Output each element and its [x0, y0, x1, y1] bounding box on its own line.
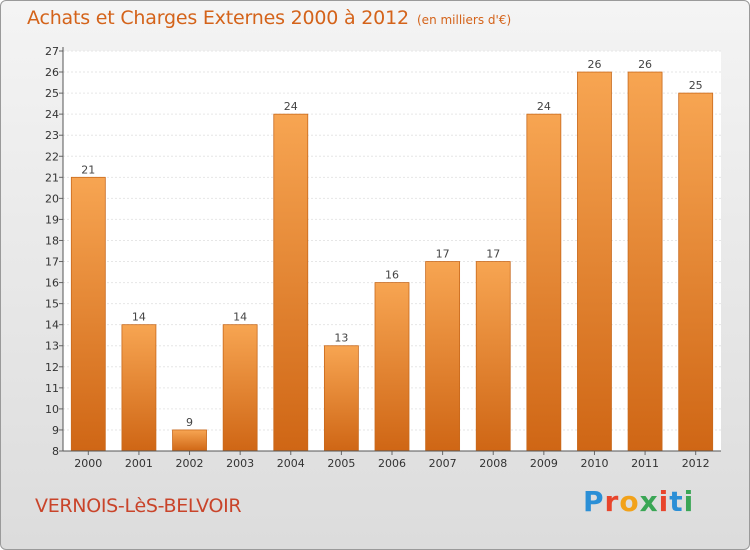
y-tick-label: 13: [45, 340, 59, 353]
data-label-2004: 24: [284, 100, 298, 113]
data-label-2000: 21: [81, 163, 95, 176]
x-tick-label-2008: 2008: [479, 457, 507, 470]
y-tick-label: 20: [45, 192, 59, 205]
bar-2011: [627, 71, 663, 452]
y-tick-label: 12: [45, 361, 59, 374]
bar-2001: [121, 324, 157, 452]
x-tick-label-2002: 2002: [176, 457, 204, 470]
x-tick-label-2006: 2006: [378, 457, 406, 470]
y-tick-label: 19: [45, 213, 59, 226]
y-tick-label: 11: [45, 382, 59, 395]
bar-2003: [222, 324, 258, 452]
y-tick-label: 24: [45, 108, 59, 121]
data-label-2010: 26: [587, 58, 601, 71]
bar-2012: [678, 92, 714, 452]
proxiti-logo: Proxiti: [583, 485, 695, 518]
x-tick-label-2011: 2011: [631, 457, 659, 470]
data-label-2001: 14: [132, 311, 146, 324]
y-tick-label: 26: [45, 66, 59, 79]
x-tick-label-2000: 2000: [74, 457, 102, 470]
y-tick-label: 23: [45, 129, 59, 142]
x-tick-label-2003: 2003: [226, 457, 254, 470]
x-tick-label-2004: 2004: [277, 457, 305, 470]
data-label-2012: 25: [689, 79, 703, 92]
x-tick-label-2010: 2010: [580, 457, 608, 470]
data-label-2003: 14: [233, 311, 247, 324]
x-tick-label-2012: 2012: [682, 457, 710, 470]
y-tick-label: 27: [45, 45, 59, 58]
y-tick-label: 22: [45, 150, 59, 163]
y-tick-label: 17: [45, 256, 59, 269]
y-tick-label: 25: [45, 87, 59, 100]
bar-2008: [475, 261, 511, 452]
bar-2006: [374, 282, 410, 452]
y-tick-label: 8: [52, 445, 59, 458]
bar-2004: [273, 113, 309, 452]
y-tick-label: 9: [52, 424, 59, 437]
x-tick-label-2005: 2005: [327, 457, 355, 470]
bar-2007: [425, 261, 461, 452]
y-tick-label: 21: [45, 171, 59, 184]
data-label-2011: 26: [638, 58, 652, 71]
bar-2009: [526, 113, 562, 452]
y-tick-label: 15: [45, 298, 59, 311]
data-label-2008: 17: [486, 248, 500, 261]
y-tick-label: 18: [45, 234, 59, 247]
y-tick-label: 14: [45, 319, 59, 332]
commune-name: VERNOIS-LèS-BELVOIR: [35, 495, 242, 517]
data-label-2009: 24: [537, 100, 551, 113]
x-tick-label-2009: 2009: [530, 457, 558, 470]
data-label-2006: 16: [385, 269, 399, 282]
bar-2000: [70, 176, 106, 452]
data-label-2007: 17: [436, 248, 450, 261]
chart-title: Achats et Charges Externes 2000 à 2012: [27, 7, 409, 29]
chart-subtitle: (en milliers d'€): [417, 13, 512, 27]
y-tick-label: 16: [45, 277, 59, 290]
bar-2010: [577, 71, 612, 452]
x-tick-label-2007: 2007: [429, 457, 457, 470]
bar-2002: [172, 429, 207, 452]
data-label-2005: 13: [334, 332, 348, 345]
bar-2005: [323, 345, 359, 452]
x-tick-label-2001: 2001: [125, 457, 153, 470]
data-label-2002: 9: [186, 416, 193, 429]
y-tick-label: 10: [45, 403, 59, 416]
